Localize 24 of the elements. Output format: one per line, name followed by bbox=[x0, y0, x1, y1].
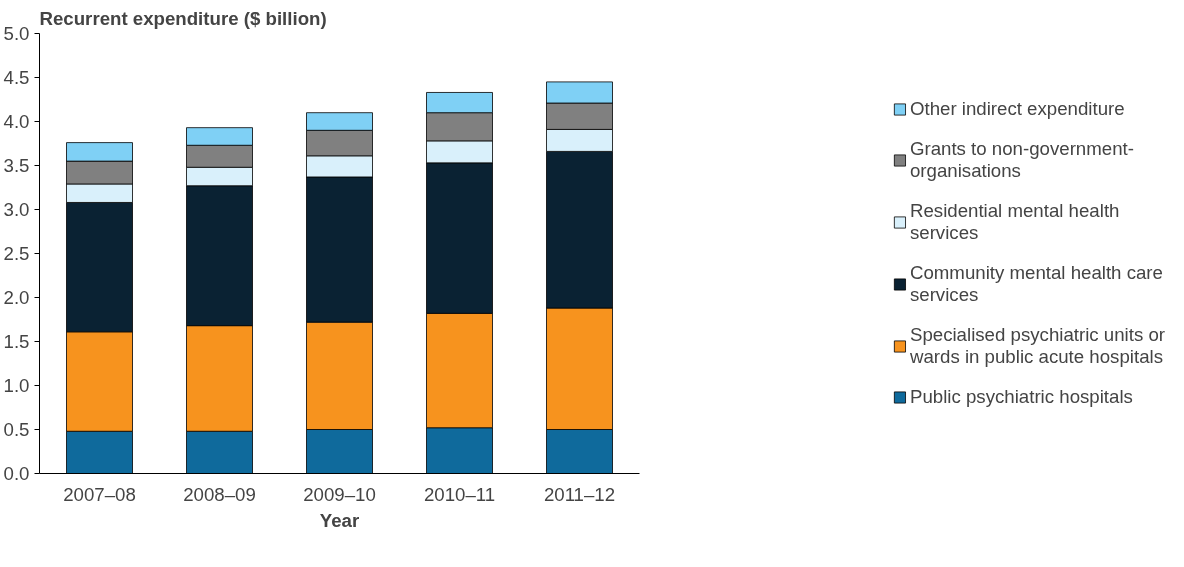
y-axis-title: Recurrent expenditure ($ billion) bbox=[39, 7, 327, 29]
y-tick-label: 1.5 bbox=[3, 331, 30, 352]
x-axis-title: Year bbox=[319, 509, 360, 531]
y-tick-label: 5.0 bbox=[3, 23, 30, 44]
y-tick-label: 4.0 bbox=[3, 111, 30, 132]
legend-label: Community mental health care services bbox=[909, 262, 1163, 306]
y-tick-label: 3.5 bbox=[3, 155, 30, 176]
x-tick-label: 2011–12 bbox=[543, 483, 616, 505]
y-tick-label: 0.5 bbox=[3, 419, 30, 440]
y-tick-label: 3.0 bbox=[3, 199, 30, 220]
x-tick-label: 2007–08 bbox=[63, 483, 136, 505]
legend-label: Other indirect expenditure bbox=[909, 98, 1125, 120]
legend-label: Residential mental health services bbox=[909, 200, 1120, 244]
x-tick-label: 2010–11 bbox=[423, 483, 496, 505]
legend-label: Public psychiatric hospitals bbox=[909, 386, 1133, 408]
y-tick-label: 4.5 bbox=[3, 67, 30, 88]
x-tick-label: 2008–09 bbox=[183, 483, 256, 505]
y-tick-label: 0.0 bbox=[3, 463, 30, 484]
legend-label: Specialised psychiatric units or wards in public acute hospitals bbox=[909, 324, 1166, 368]
x-tick-label: 2009–10 bbox=[303, 483, 376, 505]
legend-label: Grants to non-government-organisations bbox=[909, 138, 1134, 182]
y-tick-label: 1.0 bbox=[3, 375, 30, 396]
y-tick-label: 2.0 bbox=[3, 287, 30, 308]
y-tick-label: 2.5 bbox=[3, 243, 30, 264]
